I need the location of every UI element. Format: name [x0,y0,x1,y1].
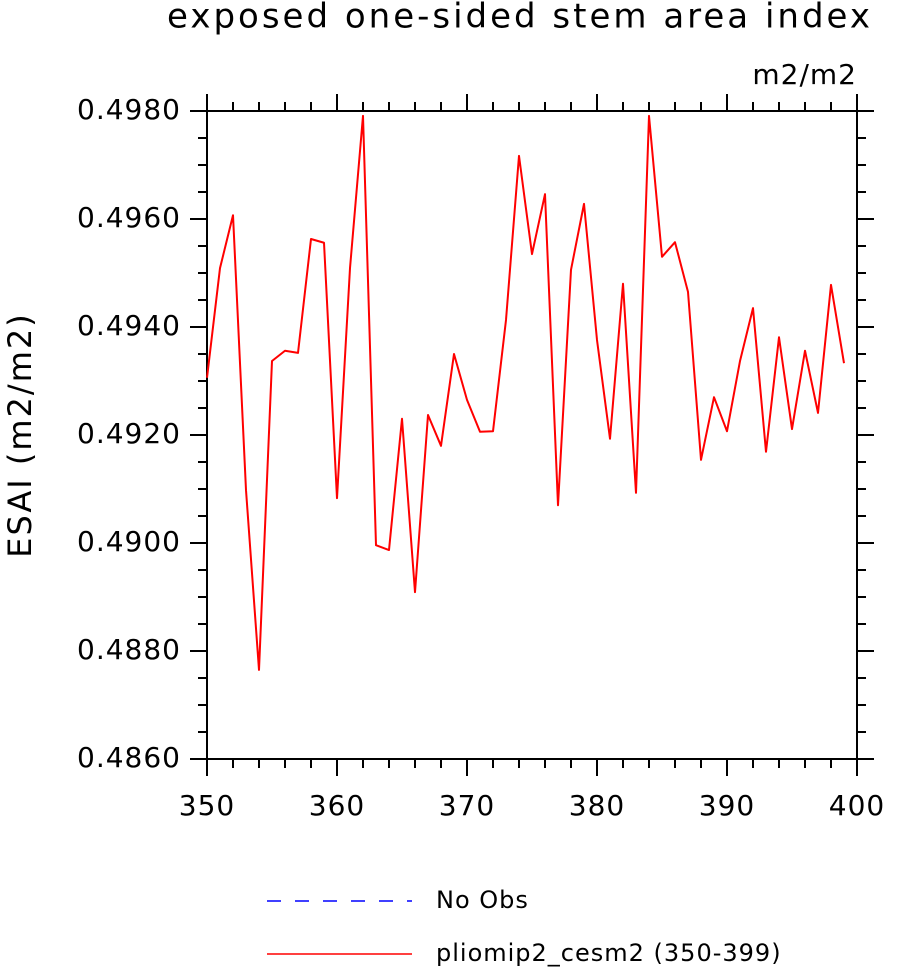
y-tick-label: 0.4980 [77,93,181,126]
units-label: m2/m2 [752,58,857,91]
y-tick-label: 0.4880 [77,633,181,666]
x-tick-label: 380 [569,789,625,822]
plot-frame [206,110,858,760]
y-tick-label: 0.4920 [77,417,181,450]
x-tick-label: 390 [699,789,755,822]
y-tick-label: 0.4860 [77,741,181,774]
y-tick-label: 0.4940 [77,309,181,342]
data-line [206,114,845,671]
x-tick-label: 400 [829,789,885,822]
y-axis-label: ESAI (m2/m2) [1,312,39,557]
y-tick-label: 0.4960 [77,201,181,234]
x-tick-label: 370 [439,789,495,822]
x-tick-label: 350 [179,789,235,822]
legend-label: No Obs [436,886,529,914]
legend-label: pliomip2_cesm2 (350-399) [436,939,782,967]
y-tick-label: 0.4900 [77,525,181,558]
x-tick-label: 360 [309,789,365,822]
chart-title: exposed one-sided stem area index [167,0,873,37]
